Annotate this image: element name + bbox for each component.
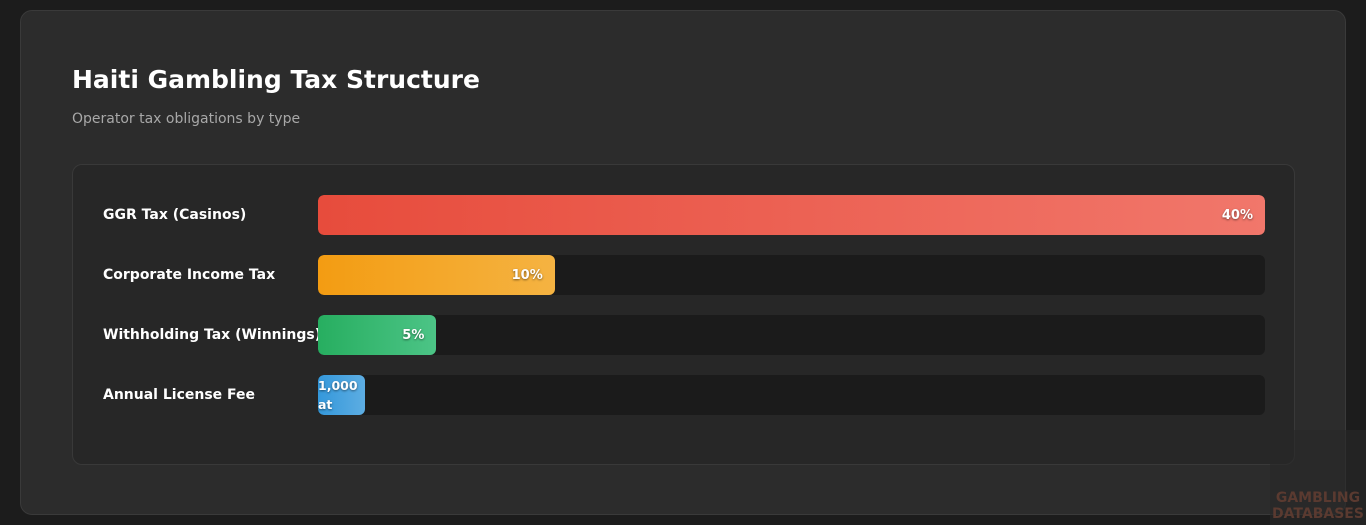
bar-track: 10% bbox=[318, 255, 1265, 295]
category-label: Withholding Tax (Winnings) bbox=[103, 327, 322, 343]
value-label: 1,000 at bbox=[318, 378, 358, 412]
bar bbox=[318, 315, 437, 355]
value-label: 10% bbox=[511, 267, 543, 283]
bar-row: Corporate Income Tax 10% bbox=[73, 255, 1294, 295]
bar-track: 40% bbox=[318, 195, 1265, 235]
bar-panel: GGR Tax (Casinos) 40% Corporate Income Tax… bbox=[72, 164, 1295, 465]
bar-row: Annual License Fee 1,000 at bbox=[73, 375, 1294, 415]
bar-track: 1,000 at bbox=[318, 375, 1265, 415]
bar bbox=[318, 195, 1265, 235]
bar bbox=[318, 255, 555, 295]
watermark: GAMBLING DATABASES bbox=[1270, 430, 1366, 525]
chart-card: Haiti Gambling Tax Structure Operator ta… bbox=[20, 10, 1346, 515]
bar-track: 5% bbox=[318, 315, 1265, 355]
value-label: 5% bbox=[402, 327, 425, 343]
category-label: GGR Tax (Casinos) bbox=[103, 207, 247, 223]
chart-subtitle: Operator tax obligations by type bbox=[72, 111, 301, 127]
bar-row: Withholding Tax (Winnings) 5% bbox=[73, 315, 1294, 355]
category-label: Corporate Income Tax bbox=[103, 267, 276, 283]
chart-title: Haiti Gambling Tax Structure bbox=[72, 65, 480, 94]
value-label: 40% bbox=[1221, 207, 1253, 223]
category-label: Annual License Fee bbox=[103, 387, 256, 403]
bar-stub bbox=[318, 375, 365, 415]
bar-row: GGR Tax (Casinos) 40% bbox=[73, 195, 1294, 235]
